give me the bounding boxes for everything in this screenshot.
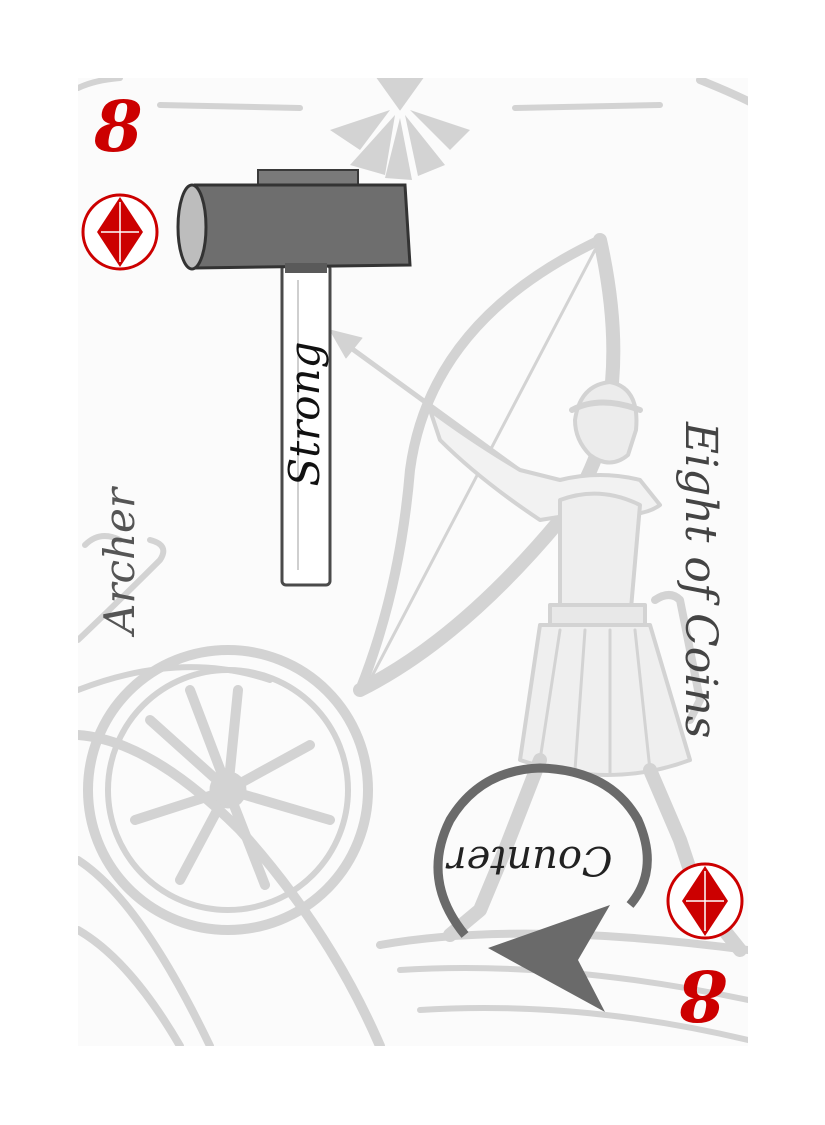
circular-arrow-icon [433, 763, 652, 1012]
hammer-icon [176, 169, 412, 587]
ability-label: Counter [447, 837, 613, 883]
unit-type-label: Archer [95, 488, 144, 634]
archer-figure [329, 329, 747, 957]
rank-bottom: 8 [678, 954, 727, 1037]
chariot-wheel [83, 645, 373, 935]
card-title: Eight of Coins [675, 422, 726, 739]
sunburst-ornament [78, 78, 748, 180]
attribute-label: Strong [280, 341, 329, 487]
rank-top: 8 [94, 85, 143, 168]
suit-icon-top [81, 193, 159, 271]
chariot-body [78, 533, 748, 1046]
suit-icon-bottom [666, 862, 744, 940]
